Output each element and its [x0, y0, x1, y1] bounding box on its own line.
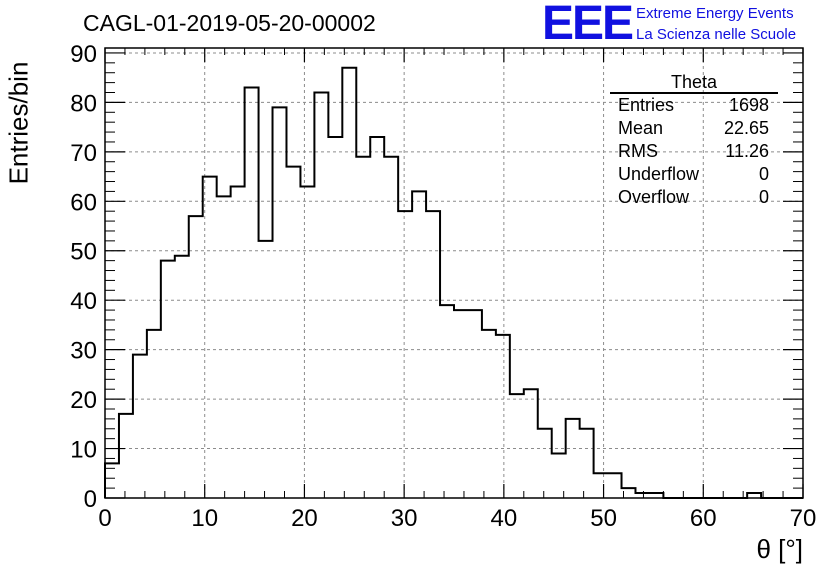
histogram-bin [538, 429, 552, 498]
histogram-bin [245, 88, 259, 498]
stats-row-entries: Entries 1698 [610, 94, 778, 117]
histogram-bin [384, 157, 398, 498]
histogram-bin [356, 157, 370, 498]
y-tick-label: 80 [70, 90, 97, 117]
histogram-bin [133, 355, 147, 498]
histogram-bin [580, 429, 594, 498]
histogram-bin [259, 241, 273, 498]
histogram-bin [468, 310, 482, 498]
stats-row-mean: Mean 22.65 [610, 117, 778, 140]
stats-box: Theta Entries 1698 Mean 22.65 RMS 11.26 … [610, 72, 778, 209]
y-tick-label: 50 [70, 239, 97, 266]
stats-label: Overflow [618, 187, 690, 207]
histogram-bin [175, 256, 189, 498]
stats-label: Underflow [618, 164, 700, 184]
histogram-bin [147, 330, 161, 498]
grid-lines [105, 48, 803, 498]
x-tick-label: 40 [491, 505, 518, 532]
histogram-bin [217, 196, 231, 498]
stats-row-overflow: Overflow 0 [610, 186, 778, 209]
plot-frame [104, 47, 804, 499]
x-axis-title: θ [°] [756, 534, 803, 564]
histogram-bin [189, 216, 203, 498]
histogram-bin [524, 389, 538, 498]
stats-value: 0 [758, 164, 769, 184]
x-tick-label: 70 [790, 505, 817, 532]
histogram-bin [370, 137, 384, 498]
histogram-bin [398, 211, 412, 498]
stats-row-rms: RMS 11.26 [610, 140, 778, 163]
chart-title: CAGL-01-2019-05-20-00002 [83, 10, 376, 36]
y-tick-label: 20 [70, 387, 97, 414]
histogram-bin [496, 335, 510, 498]
x-tick-label: 30 [391, 505, 418, 532]
y-axis-title: Entries/bin [3, 61, 34, 185]
y-tick-label: 0 [84, 486, 97, 513]
stats-value: 22.65 [723, 118, 769, 138]
logo-caption-2: La Scienza nelle Scuole [636, 26, 797, 43]
eee-logo: EEE [542, 0, 634, 50]
y-tick-label: 40 [70, 288, 97, 315]
x-tick-label: 20 [291, 505, 318, 532]
tick-labels: 0 10 20 30 40 50 60 70 0 10 20 30 40 50 60 70 80 90 [70, 41, 816, 532]
histogram-bin [273, 107, 287, 498]
histogram-bin [328, 137, 342, 498]
stats-label: Mean [618, 118, 664, 138]
y-tick-label: 30 [70, 338, 97, 365]
y-tick-label: 10 [70, 437, 97, 464]
y-axis-title-box: Entries/bin [4, 58, 34, 188]
histogram-bin [594, 473, 608, 498]
histogram-outline [104, 66, 803, 499]
histogram-bin [300, 186, 314, 498]
axis-ticks [104, 48, 804, 499]
y-tick-label: 90 [70, 41, 97, 68]
histogram-bin [510, 394, 524, 498]
stats-value: 11.26 [725, 141, 769, 161]
stats-value: 0 [758, 187, 769, 207]
x-tick-label: 50 [590, 505, 617, 532]
histogram-bin [426, 211, 440, 498]
histogram-bin [566, 419, 580, 498]
y-tick-label: 70 [70, 140, 97, 167]
x-tick-label: 0 [98, 505, 111, 532]
stats-label: Entries [618, 95, 675, 115]
y-tick-label: 60 [70, 189, 97, 216]
histogram-bin [342, 68, 356, 498]
histogram-bin [231, 186, 245, 498]
histogram-bin [608, 473, 622, 498]
stats-title: Theta [610, 72, 778, 94]
histogram-bin [482, 330, 496, 498]
histogram-bin [119, 414, 133, 498]
stats-row-underflow: Underflow 0 [610, 163, 778, 186]
histogram-bin [314, 93, 328, 498]
logo-caption-1: Extreme Energy Events [636, 5, 794, 22]
histogram-bin [412, 191, 426, 498]
histogram-bin [454, 310, 468, 498]
stats-value: 1698 [728, 95, 769, 115]
x-tick-label: 10 [191, 505, 218, 532]
histogram-bin [161, 261, 175, 498]
x-tick-label: 60 [690, 505, 717, 532]
stats-label: RMS [618, 141, 658, 161]
histogram-bin [440, 305, 454, 498]
